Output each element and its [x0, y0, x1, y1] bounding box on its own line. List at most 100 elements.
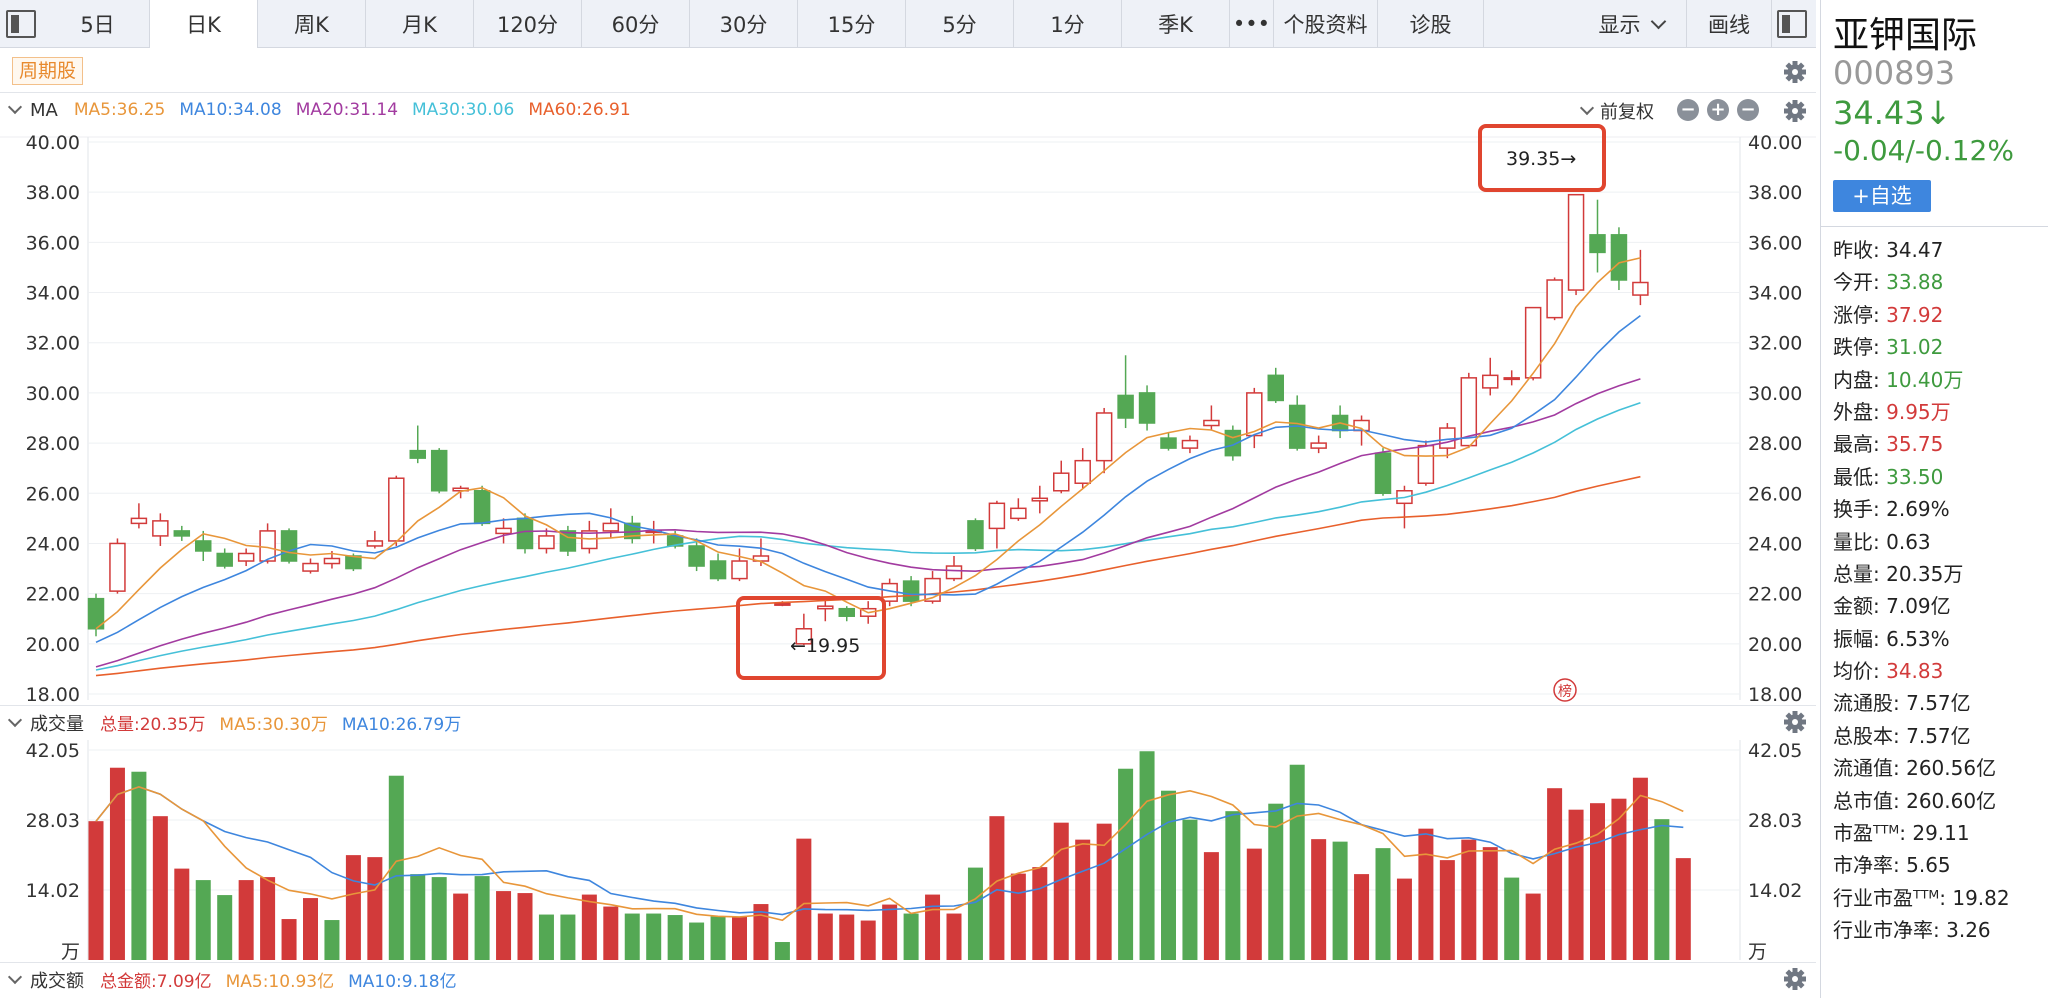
quote-key: 最高: — [1833, 432, 1880, 457]
quote-value: 33.50 — [1879, 464, 1944, 489]
quote-key: 总股本: — [1833, 723, 1900, 748]
collapse-caret-icon[interactable] — [7, 99, 23, 115]
zoom-in-icon[interactable]: + — [1707, 99, 1729, 121]
candle-body — [1010, 507, 1027, 520]
quote-value: 10.40万 — [1879, 367, 1964, 392]
volume-ma10-line — [95, 786, 1684, 916]
tab-诊股[interactable]: 诊股 — [1378, 0, 1484, 48]
amount-legend: 成交额 总金额:7.09亿 MA5:10.93亿 MA10:9.18亿 — [0, 962, 1816, 996]
candle-body — [1095, 412, 1113, 462]
tab-15分[interactable]: 15分 — [798, 0, 906, 48]
volume-bar — [474, 876, 490, 960]
collapse-caret-icon[interactable] — [7, 969, 23, 984]
quote-value: 260.60亿 — [1899, 788, 1997, 813]
tab-30分[interactable]: 30分 — [690, 0, 798, 48]
tab-120分[interactable]: 120分 — [474, 0, 582, 48]
candle-body — [1053, 472, 1070, 492]
candle-body — [516, 517, 534, 550]
tab-日K[interactable]: 日K — [150, 0, 258, 48]
tab-周K[interactable]: 周K — [258, 0, 366, 48]
quote-value: 19.82 — [1946, 885, 2010, 910]
volume-bar — [88, 821, 104, 960]
candle-body — [323, 557, 341, 565]
toggle-left-panel-icon[interactable] — [6, 10, 36, 38]
volume-bar — [1418, 828, 1434, 960]
volume-bar — [1396, 878, 1412, 960]
display-dropdown[interactable]: 显示 — [1576, 0, 1686, 48]
tab-more[interactable]: ••• — [1230, 0, 1274, 48]
tab-月K[interactable]: 月K — [366, 0, 474, 48]
toggle-right-panel-icon[interactable] — [1777, 10, 1807, 38]
ma-legend: MA MA5:36.25 MA10:34.08 MA20:31.14 MA30:30.… — [0, 93, 1816, 127]
draw-line-button[interactable]: 画线 — [1686, 0, 1772, 48]
amount-legend-item: MA5:10.93亿 — [225, 972, 335, 992]
candle-body — [495, 527, 512, 535]
quote-key: 行业市净率: — [1833, 918, 1940, 943]
volume-bar — [1246, 848, 1262, 960]
volume-bar — [1032, 867, 1048, 960]
candle-body — [109, 542, 126, 592]
add-watchlist-button[interactable]: +自选 — [1833, 180, 1931, 212]
candle-body — [1589, 234, 1606, 254]
candle-body — [473, 490, 491, 525]
volume-items: 总量:20.35万 MA5:30.30万 MA10:26.79万 — [100, 710, 475, 735]
minimize-icon[interactable]: − — [1737, 99, 1759, 121]
quote-key: 金额: — [1833, 594, 1880, 619]
price-tick-right: 20.00 — [1748, 634, 1802, 656]
quote-value: 7.57亿 — [1899, 723, 1971, 748]
price-tick-left: 18.00 — [26, 684, 80, 706]
candle-body — [924, 577, 941, 602]
candle-body — [1353, 419, 1370, 432]
cycle-stock-badge[interactable]: 周期股 — [12, 57, 84, 85]
volume-bar — [1053, 822, 1069, 960]
high-price-label: 39.35→ — [1506, 148, 1576, 170]
ma60-line — [95, 475, 1641, 677]
volume-bar — [624, 913, 640, 960]
tab-5日[interactable]: 5日 — [46, 0, 150, 48]
ma30-line — [95, 401, 1641, 671]
quote-key: 涨停: — [1833, 302, 1880, 327]
candle-body — [237, 552, 255, 562]
volume-bar — [217, 895, 233, 960]
ma-title: MA — [30, 99, 58, 121]
volume-title: 成交量 — [30, 713, 84, 735]
candle-body — [1417, 444, 1435, 484]
volume-bar — [1461, 839, 1477, 960]
volume-bar — [667, 915, 683, 960]
quote-value: 0.63 — [1879, 529, 1931, 554]
candle-body — [259, 530, 276, 562]
quote-value: 20.35万 — [1879, 561, 1964, 586]
quote-row: 量比: 0.63 — [1833, 526, 2010, 558]
volume-bar — [1096, 823, 1112, 960]
volume-bar — [324, 920, 340, 960]
zoom-out-icon[interactable]: − — [1677, 99, 1699, 121]
collapse-caret-icon[interactable] — [7, 712, 23, 727]
quote-value: 34.83 — [1879, 659, 1944, 684]
quote-key: 总量: — [1833, 561, 1880, 586]
quote-key: 今开: — [1833, 270, 1880, 295]
candle-body — [1632, 281, 1649, 296]
tab-1分[interactable]: 1分 — [1014, 0, 1122, 48]
volume-bar — [946, 913, 962, 960]
adjust-dropdown[interactable]: 前复权 — [1578, 98, 1654, 124]
quote-key: 均价: — [1833, 659, 1880, 684]
candle-body — [216, 552, 233, 567]
volume-bar — [1568, 809, 1584, 960]
tab-季K[interactable]: 季K — [1122, 0, 1230, 48]
price-tick-left: 26.00 — [26, 483, 80, 505]
stock-price: 34.43↓ — [1833, 94, 1952, 132]
price-tick-left: 28.00 — [26, 433, 80, 455]
volume-bar — [131, 771, 147, 960]
stock-code: 000893 — [1833, 54, 1956, 92]
volume-ma5-line — [95, 786, 1684, 922]
volume-bar — [1611, 798, 1627, 960]
divider — [1821, 226, 2048, 227]
candle-body — [817, 605, 834, 610]
candle-body — [602, 522, 620, 532]
quote-key: 最低: — [1833, 464, 1880, 489]
tab-60分[interactable]: 60分 — [582, 0, 690, 48]
candle-body — [1117, 394, 1134, 419]
low-highlight-box — [736, 596, 886, 680]
tab-个股资料[interactable]: 个股资料 — [1274, 0, 1378, 48]
tab-5分[interactable]: 5分 — [906, 0, 1014, 48]
